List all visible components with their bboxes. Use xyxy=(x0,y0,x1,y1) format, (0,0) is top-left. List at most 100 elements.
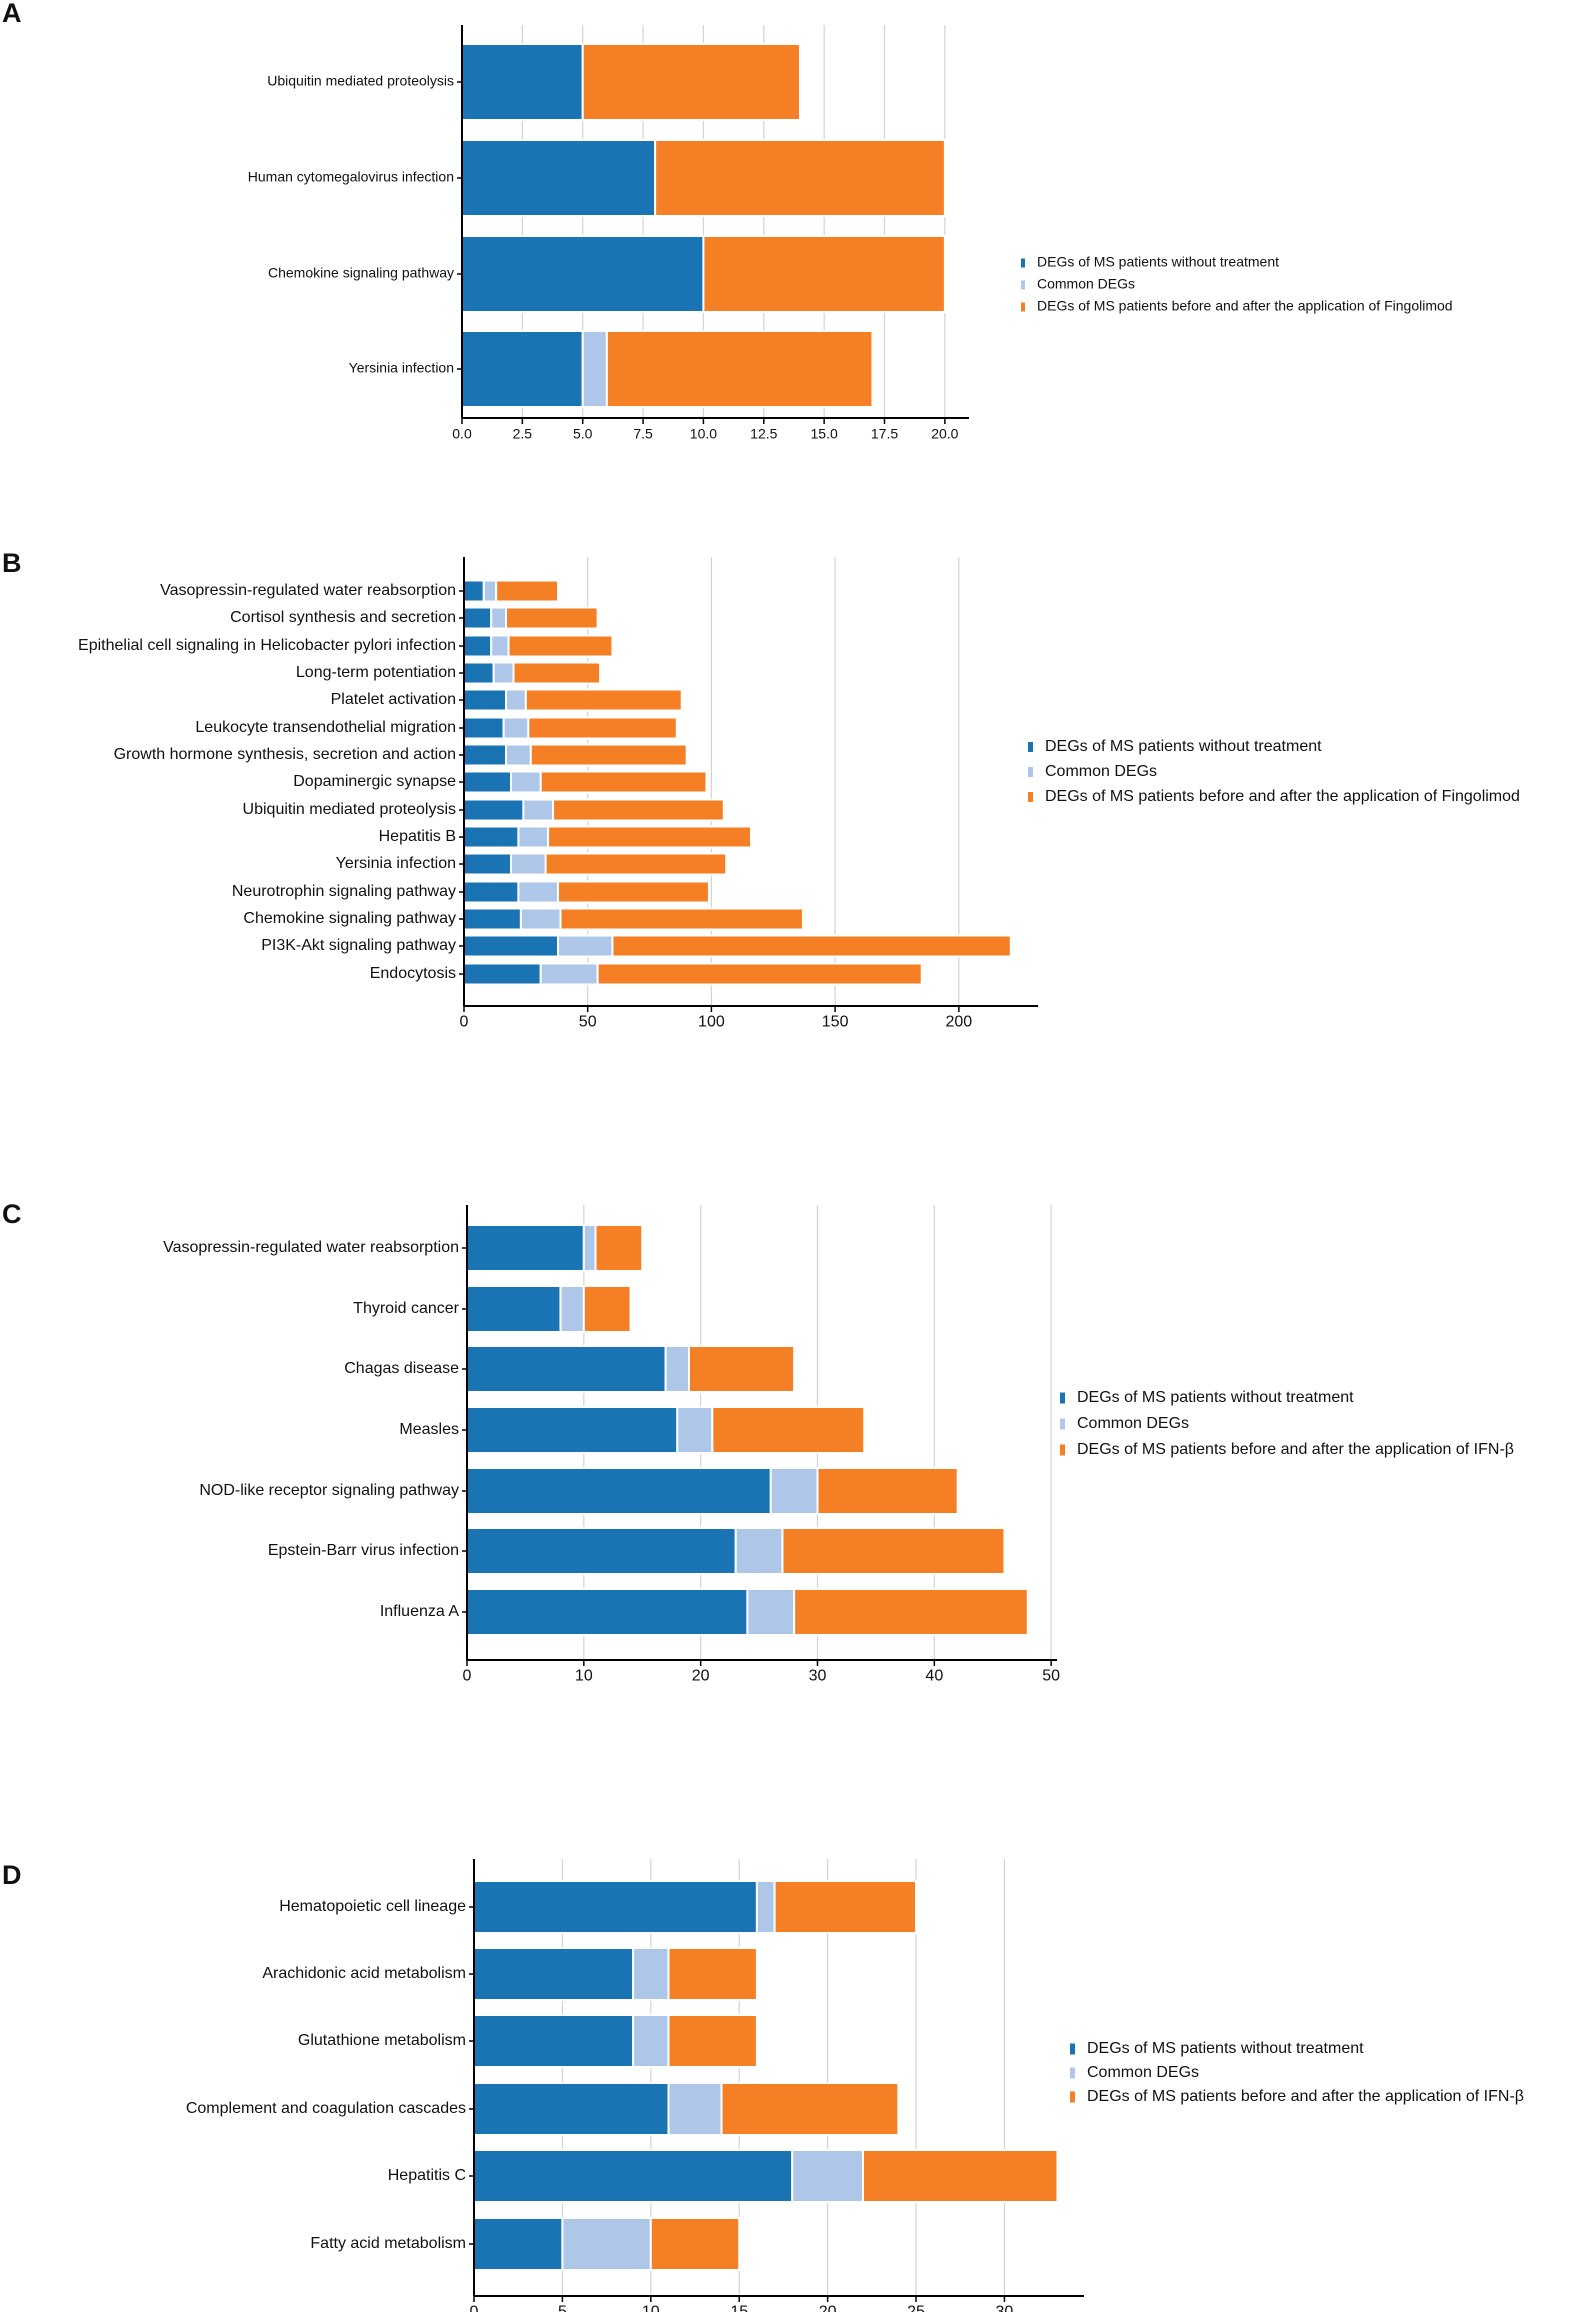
bar-b-long-term-potentiation-treated xyxy=(512,661,602,685)
category-label-c-2: Chagas disease xyxy=(344,1360,459,1377)
category-label-a-3: Yersinia infection xyxy=(349,360,454,376)
legend-swatch-a-2 xyxy=(1021,302,1025,312)
bar-c-thyroid-cancer-treated xyxy=(582,1285,632,1333)
legend-label-b-1: Common DEGs xyxy=(1045,763,1157,780)
legend-a: DEGs of MS patients without treatment Com… xyxy=(1021,254,1453,314)
bar-d-complement-and-coagulation-cascades-untreated xyxy=(473,2082,670,2136)
legend-label-a-0: DEGs of MS patients without treatment xyxy=(1037,254,1279,270)
x-tick-label-a-0: 0.0 xyxy=(452,425,472,441)
bar-d-hepatitis-c-treated xyxy=(861,2149,1059,2203)
bar-b-growth-hormone-synthesis-secretion-and-action-common xyxy=(505,743,532,767)
legend-swatch-d-1 xyxy=(1070,2067,1075,2079)
bar-b-endocytosis-untreated xyxy=(463,962,542,986)
bar-b-growth-hormone-synthesis-secretion-and-action-untreated xyxy=(463,743,508,767)
panel-label-c: C xyxy=(2,1199,22,1229)
bar-a-yersinia-infection-untreated xyxy=(461,330,584,408)
x-tick-label-b-1: 50 xyxy=(579,1013,597,1030)
bar-d-arachidonic-acid-metabolism-common xyxy=(632,1947,670,2001)
bar-d-fatty-acid-metabolism-treated xyxy=(649,2217,741,2271)
bar-c-influenza-a-common xyxy=(746,1588,796,1636)
bar-a-yersinia-infection-treated xyxy=(605,330,874,408)
category-label-c-6: Influenza A xyxy=(380,1603,460,1620)
category-label-c-5: Epstein-Barr virus infection xyxy=(268,1542,459,1559)
category-label-b-3: Long-term potentiation xyxy=(296,664,456,681)
legend-swatch-a-0 xyxy=(1021,258,1025,268)
bar-b-pi3k-akt-signaling-pathway-treated xyxy=(611,934,1012,958)
x-tick-label-c-3: 30 xyxy=(809,1667,827,1684)
bar-d-hematopoietic-cell-lineage-common xyxy=(755,1880,776,1934)
bar-c-vasopressin-regulated-water-reabsorption-common xyxy=(582,1224,597,1272)
bar-c-vasopressin-regulated-water-reabsorption-untreated xyxy=(466,1224,585,1272)
bar-b-vasopressin-regulated-water-reabsorption-untreated xyxy=(463,579,485,603)
category-label-a-0: Ubiquitin mediated proteolysis xyxy=(267,73,454,89)
category-label-c-3: Measles xyxy=(399,1421,459,1438)
chart-panel-c: Vasopressin-regulated water reabsorption… xyxy=(163,1205,1514,1684)
bar-b-endocytosis-treated xyxy=(596,962,923,986)
bar-b-dopaminergic-synapse-untreated xyxy=(463,770,513,794)
x-tick-label-c-5: 50 xyxy=(1042,1667,1060,1684)
legend-label-b-2: DEGs of MS patients before and after the… xyxy=(1045,788,1520,805)
bar-b-growth-hormone-synthesis-secretion-and-action-treated xyxy=(529,743,688,767)
legend-swatch-a-1 xyxy=(1021,280,1025,290)
bar-b-hepatitis-b-common xyxy=(517,825,550,849)
category-label-b-12: Chemokine signaling pathway xyxy=(243,910,456,927)
x-tick-label-b-2: 100 xyxy=(698,1013,725,1030)
bar-c-measles-common xyxy=(676,1406,714,1454)
bar-b-pi3k-akt-signaling-pathway-untreated xyxy=(463,934,560,958)
bar-b-neurotrophin-signaling-pathway-common xyxy=(517,880,560,904)
category-label-d-2: Glutathione metabolism xyxy=(298,2032,466,2049)
bar-b-epithelial-cell-signaling-in-helicobacter-pylori-infection-common xyxy=(490,634,510,658)
legend-label-d-1: Common DEGs xyxy=(1087,2064,1199,2081)
bar-d-complement-and-coagulation-cascades-common xyxy=(667,2082,723,2136)
category-label-b-1: Cortisol synthesis and secretion xyxy=(230,609,456,626)
x-tick-label-d-1: 5 xyxy=(558,2303,567,2312)
bar-b-ubiquitin-mediated-proteolysis-untreated xyxy=(463,798,525,822)
bar-b-epithelial-cell-signaling-in-helicobacter-pylori-infection-treated xyxy=(507,634,614,658)
bar-d-glutathione-metabolism-common xyxy=(632,2014,670,2068)
legend-swatch-c-0 xyxy=(1060,1392,1065,1404)
x-tick-label-a-8: 20.0 xyxy=(931,425,958,441)
x-tick-label-d-3: 15 xyxy=(730,2303,748,2312)
x-tick-label-a-5: 12.5 xyxy=(750,425,777,441)
bar-a-ubiquitin-mediated-proteolysis-treated xyxy=(581,43,802,121)
bar-a-yersinia-infection-common xyxy=(581,330,608,408)
bar-b-leukocyte-transendothelial-migration-common xyxy=(502,716,530,740)
bar-d-arachidonic-acid-metabolism-untreated xyxy=(473,1947,635,2001)
bar-b-long-term-potentiation-common xyxy=(492,661,515,685)
bar-b-chemokine-signaling-pathway-treated xyxy=(559,907,804,931)
bar-d-glutathione-metabolism-untreated xyxy=(473,2014,635,2068)
bar-b-chemokine-signaling-pathway-common xyxy=(519,907,562,931)
bar-a-chemokine-signaling-pathway-treated xyxy=(702,235,946,313)
x-tick-label-a-2: 5.0 xyxy=(573,425,593,441)
category-label-d-5: Fatty acid metabolism xyxy=(310,2235,466,2252)
category-label-b-0: Vasopressin-regulated water reabsorption xyxy=(160,582,456,599)
category-label-c-1: Thyroid cancer xyxy=(353,1300,459,1317)
x-tick-label-d-0: 0 xyxy=(470,2303,479,2312)
bar-c-vasopressin-regulated-water-reabsorption-treated xyxy=(594,1224,644,1272)
bar-b-platelet-activation-untreated xyxy=(463,688,508,712)
bar-c-influenza-a-untreated xyxy=(466,1588,749,1636)
x-tick-label-a-3: 7.5 xyxy=(633,425,653,441)
legend-swatch-d-0 xyxy=(1070,2043,1075,2055)
bar-b-platelet-activation-common xyxy=(505,688,527,712)
bar-b-leukocyte-transendothelial-migration-treated xyxy=(527,716,678,740)
x-tick-label-c-1: 10 xyxy=(575,1667,593,1684)
legend-b: DEGs of MS patients without treatment Com… xyxy=(1028,738,1520,805)
category-label-b-9: Hepatitis B xyxy=(379,828,456,845)
bar-c-measles-untreated xyxy=(466,1406,679,1454)
bar-b-platelet-activation-treated xyxy=(524,688,683,712)
bar-b-endocytosis-common xyxy=(539,962,599,986)
bar-b-hepatitis-b-untreated xyxy=(463,825,520,849)
bar-c-thyroid-cancer-common xyxy=(559,1285,585,1333)
legend-label-d-2: DEGs of MS patients before and after the… xyxy=(1087,2088,1524,2105)
bar-d-complement-and-coagulation-cascades-treated xyxy=(720,2082,900,2136)
x-tick-label-c-4: 40 xyxy=(925,1667,943,1684)
legend-swatch-b-2 xyxy=(1028,792,1033,802)
bar-b-cortisol-synthesis-and-secretion-common xyxy=(490,606,508,630)
legend-label-b-0: DEGs of MS patients without treatment xyxy=(1045,738,1322,755)
x-tick-label-b-4: 200 xyxy=(945,1013,972,1030)
bar-c-influenza-a-treated xyxy=(793,1588,1029,1636)
x-tick-label-b-0: 0 xyxy=(460,1013,469,1030)
category-label-c-4: NOD-like receptor signaling pathway xyxy=(199,1482,459,1499)
legend-label-c-0: DEGs of MS patients without treatment xyxy=(1077,1389,1354,1406)
